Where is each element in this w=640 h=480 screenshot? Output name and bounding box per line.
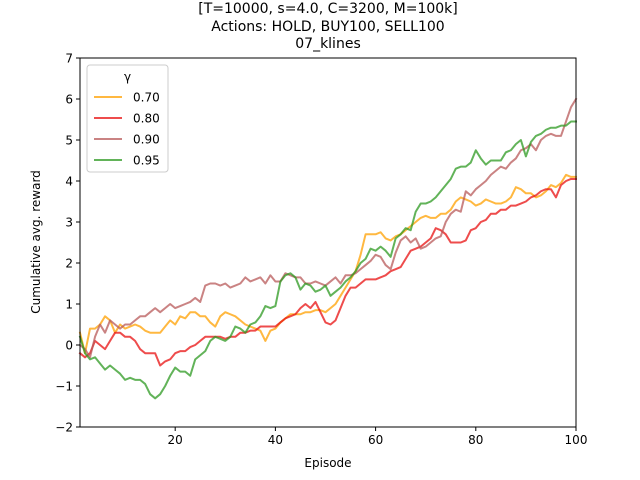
title-line-3: 07_klines	[295, 36, 360, 52]
x-tick-label: 100	[565, 433, 588, 447]
y-tick-label: 1	[65, 298, 73, 312]
legend-title: γ	[124, 70, 131, 84]
chart-title: [T=10000, s=4.0, C=3200, M=100k] Actions…	[198, 1, 458, 52]
x-axis-label: Episode	[304, 456, 351, 470]
y-axis: −2 −1 0 1 2 3 4 5 6 7	[55, 52, 80, 435]
legend-label-0.80: 0.80	[133, 112, 160, 126]
y-tick-label: 7	[65, 52, 73, 66]
legend-box	[86, 64, 169, 173]
series-lines	[78, 97, 578, 400]
x-tick-label: 60	[368, 433, 383, 447]
title-line-2: Actions: HOLD, BUY100, SELL100	[211, 19, 444, 35]
series-line-0.95	[78, 120, 577, 400]
y-tick-label: 2	[65, 257, 73, 271]
y-tick-label: 0	[65, 339, 73, 353]
series-line-0.80	[78, 177, 577, 367]
y-axis-label: Cumulative avg. reward	[29, 170, 43, 314]
y-tick-label: 5	[65, 134, 73, 148]
x-axis: 20 40 60 80 100	[168, 427, 588, 447]
x-tick-label: 80	[468, 433, 483, 447]
legend-label-0.95: 0.95	[133, 154, 160, 168]
x-tick-label: 40	[268, 433, 283, 447]
series-line-0.70	[78, 173, 577, 355]
y-tick-label: −2	[55, 421, 73, 435]
y-tick-label: 6	[65, 93, 73, 107]
series-line-0.90	[78, 97, 578, 359]
title-line-1: [T=10000, s=4.0, C=3200, M=100k]	[198, 1, 458, 17]
legend-label-0.70: 0.70	[133, 91, 160, 105]
legend: γ 0.70 0.80 0.90 0.95	[86, 64, 169, 173]
x-tick-label: 20	[168, 433, 183, 447]
y-tick-label: 3	[65, 216, 73, 230]
y-tick-label: −1	[55, 380, 73, 394]
y-tick-label: 4	[65, 175, 73, 189]
plot-area-frame	[79, 57, 577, 428]
legend-label-0.90: 0.90	[133, 133, 160, 147]
